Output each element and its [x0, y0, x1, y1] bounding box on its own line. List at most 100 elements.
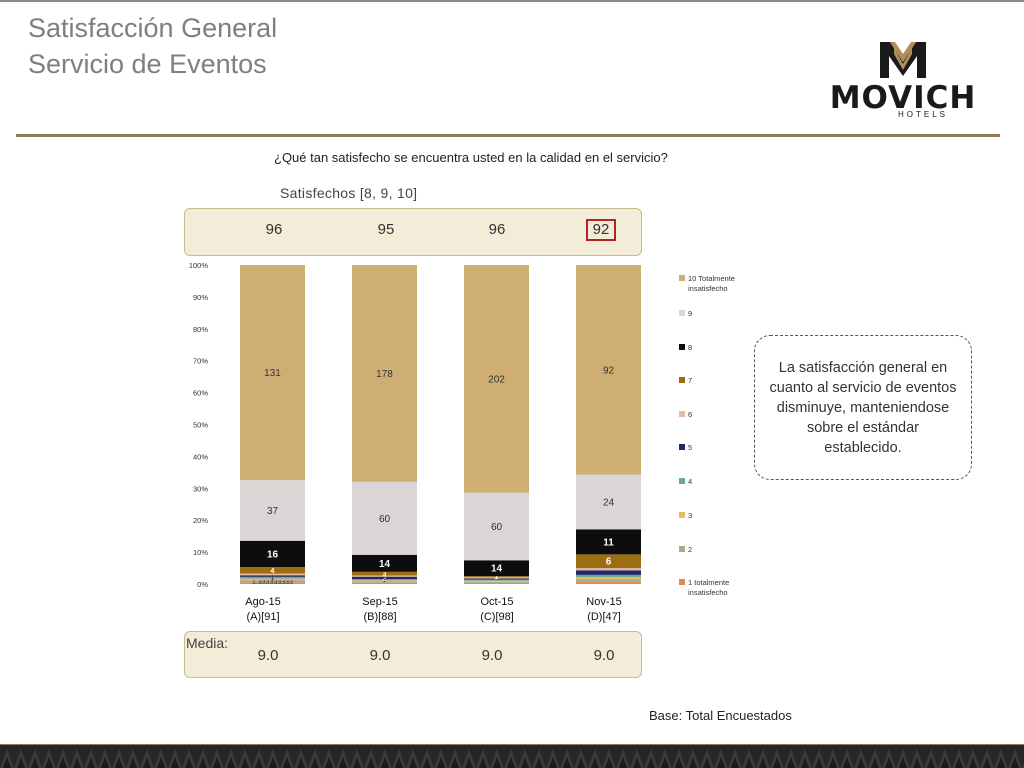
data-label: 11 — [603, 537, 614, 548]
data-label: 24 — [603, 497, 615, 508]
footer-pattern-icon — [0, 745, 1024, 768]
category-label-sep: Sep-15 (B)[88] — [340, 595, 420, 625]
bar-segment — [240, 578, 305, 581]
legend-swatch — [679, 444, 685, 450]
media-box — [184, 631, 642, 678]
bar-segment — [352, 554, 417, 572]
y-tick-label: 80% — [193, 325, 208, 334]
bar-segment — [464, 576, 529, 578]
data-label: 1 — [495, 574, 499, 581]
bar-segment — [464, 578, 529, 580]
y-tick-label: 90% — [193, 293, 208, 302]
legend-label: 4 — [688, 477, 693, 486]
y-tick-label: 40% — [193, 452, 208, 461]
bar-segment — [240, 576, 305, 579]
bar-segment — [576, 265, 641, 475]
bar-segment — [352, 575, 417, 577]
title-line-2: Servicio de Eventos — [28, 49, 267, 79]
y-tick-label: 10% — [193, 548, 208, 557]
data-label: 202 — [488, 374, 505, 385]
data-label: 4 — [271, 568, 275, 575]
category-label-oct: Oct-15 (C)[98] — [457, 595, 537, 625]
satisfied-label: Satisfechos [8, 9, 10] — [280, 185, 418, 201]
bar-segment — [464, 265, 529, 493]
bar-segment — [240, 480, 305, 541]
top-rule — [0, 0, 1024, 2]
bar-segment — [576, 474, 641, 530]
bar-segment — [240, 575, 305, 577]
bar-segment — [576, 554, 641, 569]
bar-segment — [352, 582, 417, 584]
logo-subtitle: HOTELS — [897, 110, 948, 119]
legend-label: 9 — [688, 309, 693, 318]
bar-segment — [352, 571, 417, 576]
legend-label: 2 — [688, 545, 693, 554]
bar-segment — [464, 580, 529, 582]
title-line-1: Satisfacción General — [28, 13, 278, 43]
data-label: 92 — [603, 365, 615, 376]
movich-logo: MOVICH HOTELS — [818, 40, 988, 124]
category-base: (D)[47] — [587, 611, 621, 623]
bar-segment — [464, 560, 529, 577]
bar-segment — [464, 579, 529, 581]
y-tick-label: 50% — [193, 421, 208, 430]
category-name: Ago-15 — [245, 596, 281, 608]
base-note: Base: Total Encuestados — [649, 708, 792, 723]
satisfied-value-nov-highlight: 92 — [586, 219, 616, 241]
media-value-nov: 9.0 — [593, 647, 615, 664]
header-rule — [16, 134, 1000, 137]
bar-segment — [576, 568, 641, 571]
satisfied-box — [184, 208, 642, 256]
bar-segment — [576, 581, 641, 584]
y-tick-label: 30% — [193, 484, 208, 493]
bar-segment — [240, 573, 305, 576]
data-label: 178 — [376, 369, 393, 380]
data-label: 6 — [606, 557, 612, 568]
category-label-ago: Ago-15 (A)[91] — [223, 595, 303, 625]
legend-swatch — [679, 377, 685, 383]
legend-swatch — [679, 546, 685, 552]
bar-segment — [240, 567, 305, 574]
y-tick-label: 100% — [189, 261, 209, 270]
y-tick-label: 20% — [193, 516, 208, 525]
bar-segment — [352, 265, 417, 482]
data-label: 37 — [267, 506, 279, 517]
legend-swatch — [679, 512, 685, 518]
legend-label: 5 — [688, 443, 693, 452]
y-tick-label: 60% — [193, 389, 208, 398]
data-label: 16 — [267, 549, 279, 560]
data-label: 1 — [383, 577, 387, 584]
bar-segment — [240, 265, 305, 481]
bar-segment — [464, 577, 529, 579]
bar-segment — [576, 579, 641, 582]
bar-segment — [352, 581, 417, 583]
media-value-oct: 9.0 — [481, 647, 503, 664]
category-name: Oct-15 — [480, 596, 514, 608]
survey-question: ¿Qué tan satisfecho se encuentra usted e… — [274, 150, 668, 165]
logo-wordmark: MOVICH — [829, 80, 977, 116]
satisfied-value-oct: 96 — [488, 221, 506, 238]
legend-swatch — [679, 344, 685, 350]
satisfied-value-sep: 95 — [377, 221, 395, 238]
bar-segment — [352, 580, 417, 582]
legend-swatch — [679, 478, 685, 484]
category-name: Nov-15 — [586, 596, 622, 608]
legend-swatch — [679, 310, 685, 316]
bar-segment — [352, 481, 417, 555]
movich-monogram-icon — [880, 42, 926, 78]
data-label: 60 — [491, 522, 503, 533]
data-label: 131 — [264, 368, 281, 379]
data-label: 1.333333333 — [252, 579, 293, 586]
data-label: 1 — [271, 575, 275, 582]
data-label: 3 — [383, 571, 387, 578]
bar-segment — [464, 492, 529, 561]
legend-label: 1 totalmente insatisfecho — [688, 578, 730, 597]
bar-segment — [240, 540, 305, 568]
data-label: 2 — [383, 575, 387, 582]
satisfied-value-ago: 96 — [265, 221, 283, 238]
legend-swatch — [679, 411, 685, 417]
category-label-nov: Nov-15 (D)[47] — [564, 595, 644, 625]
media-value-sep: 9.0 — [369, 647, 391, 664]
stacked-bar-chart: 0% 10% 20% 30% 40% 50% 60% 70% 80% 90% 100% 1.33333… — [189, 261, 641, 589]
category-base: (B)[88] — [363, 611, 397, 623]
